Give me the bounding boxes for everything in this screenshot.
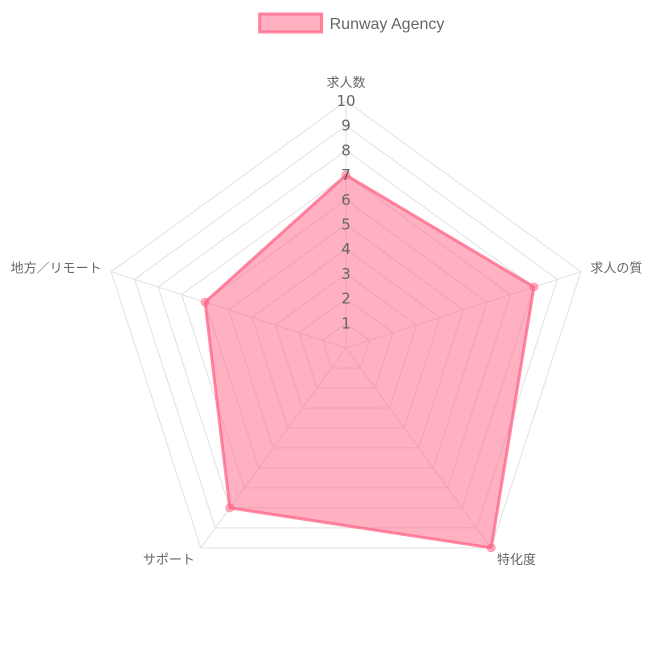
axis-label-4: サポート <box>143 553 195 568</box>
axis-label-3: 特化度 <box>497 552 536 568</box>
data-point-4[interactable] <box>225 503 235 513</box>
data-point-5[interactable] <box>200 297 210 307</box>
grid-ring-10 <box>110 100 582 549</box>
axis-label-2: 求人の質 <box>590 262 642 277</box>
radar-data-layer <box>200 170 539 553</box>
tick-label-8: 8 <box>341 141 351 159</box>
tick-label-10: 10 <box>336 92 355 110</box>
axis-label-5: 地方／リモート <box>11 261 102 277</box>
tick-label-4: 4 <box>341 240 351 258</box>
tick-label-9: 9 <box>341 117 351 135</box>
series-area-1 <box>203 173 536 550</box>
tick-label-6: 6 <box>341 191 351 209</box>
tick-label-2: 2 <box>341 290 351 308</box>
tick-label-3: 3 <box>341 265 351 283</box>
grid-ring-9 <box>133 125 559 529</box>
legend-label[interactable]: Runway Agency <box>330 16 445 33</box>
radial-tick-labels: 1 2 3 4 5 6 7 8 9 10 <box>336 92 355 332</box>
axis-label-1: 求人数 <box>326 76 365 91</box>
data-point-1[interactable] <box>341 170 351 180</box>
chart-legend[interactable]: Runway Agency <box>258 12 445 34</box>
data-point-2[interactable] <box>529 282 539 292</box>
tick-label-5: 5 <box>341 216 351 234</box>
tick-label-1: 1 <box>341 314 351 332</box>
legend-swatch[interactable] <box>258 12 324 34</box>
data-point-3[interactable] <box>486 543 496 553</box>
tick-label-7: 7 <box>341 166 351 184</box>
